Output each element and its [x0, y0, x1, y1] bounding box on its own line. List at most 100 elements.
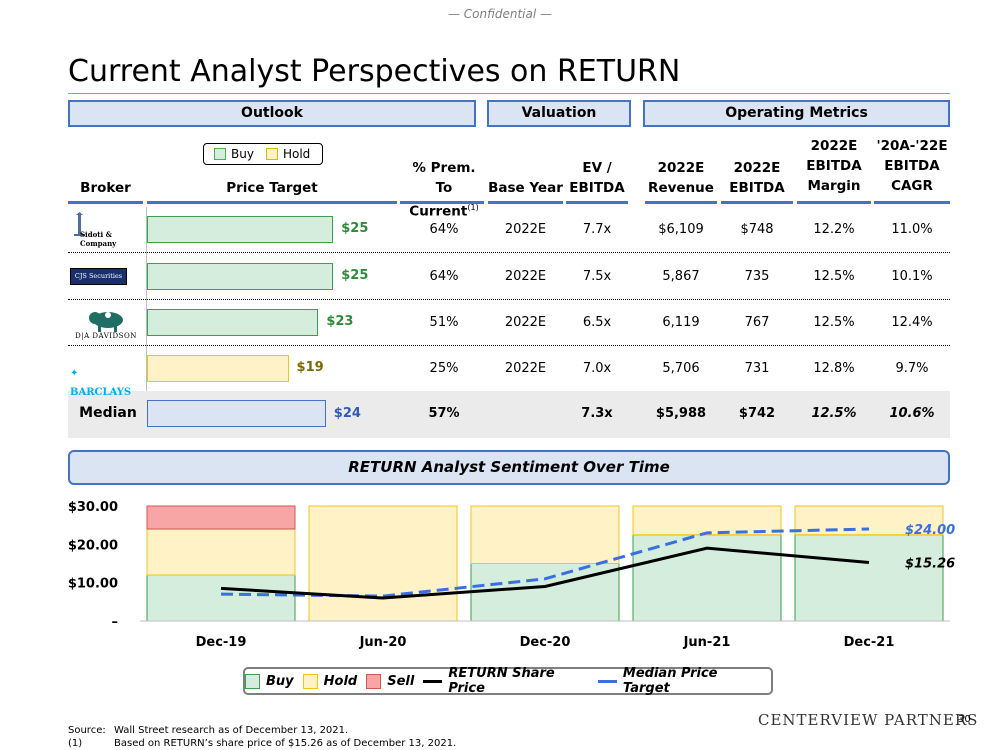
- row-divider: [68, 345, 950, 346]
- header-cagr-line3: CAGR: [891, 178, 933, 194]
- price-target-label: $23: [326, 314, 354, 329]
- legend-median-pt: Median Price Target: [597, 666, 762, 696]
- header-rule-rev: [645, 201, 717, 204]
- sidoti-logo-text: Sidoti & Company: [80, 230, 117, 248]
- share-price-line: [220, 546, 870, 600]
- buy-swatch: [214, 148, 226, 160]
- median-cell-prem: 57%: [428, 406, 460, 421]
- median-price-target-end-label: $24.00: [905, 523, 955, 538]
- cell-ebitda: 735: [744, 269, 770, 284]
- header-rule-ev: [566, 201, 628, 204]
- x-tick-label: Jun-20: [359, 635, 407, 650]
- pt-axis: [146, 207, 147, 437]
- header-ebitda: 2022E EBITDA: [721, 158, 793, 198]
- davidson-logo: D|A DAVIDSON: [70, 307, 142, 343]
- hold-bar: [470, 505, 620, 564]
- cell-cagr: 10.1%: [891, 269, 933, 284]
- cell-ev-ebitda: 7.5x: [582, 269, 612, 284]
- cell-revenue: 5,867: [662, 269, 700, 284]
- page-number: 30: [958, 714, 971, 725]
- sell-bar: [146, 505, 296, 530]
- cell-base-year: 2022E: [504, 222, 547, 237]
- legend-hold-text: Hold: [323, 673, 358, 689]
- y-tick-label: –: [112, 615, 119, 630]
- legend-median-pt-line: [597, 679, 617, 683]
- cell-revenue: $6,109: [658, 222, 704, 237]
- header-rule-margin: [797, 201, 871, 204]
- legend-buy-text: Buy: [266, 673, 294, 689]
- median-cell-ev-ebitda: 7.3x: [581, 406, 613, 421]
- legend-sell: Sell: [366, 673, 415, 689]
- legend-share-price-line: [423, 679, 443, 683]
- source-key: Source:: [68, 725, 106, 736]
- source-text: Wall Street research as of December 13, …: [114, 725, 349, 736]
- header-rule-cagr: [874, 201, 950, 204]
- cell-margin: 12.8%: [813, 361, 855, 376]
- legend-buy-swatch: [245, 673, 260, 689]
- cell-revenue: 6,119: [662, 315, 700, 330]
- sentiment-chart: – $10.00 $20.00 $30.00 Dec-19 Jun-20 Dec-20 Jun…: [68, 500, 955, 650]
- price-target-bar: [147, 263, 334, 290]
- legend-buy-label: Buy: [231, 147, 254, 161]
- hold-swatch: [265, 148, 278, 160]
- cell-margin: 12.5%: [813, 269, 855, 284]
- header-margin-line1: 2022E: [810, 138, 858, 154]
- cell-ev-ebitda: 7.0x: [582, 361, 612, 376]
- legend-share-price: RETURN Share Price: [423, 666, 589, 696]
- median-price-target-bar: [147, 400, 326, 427]
- header-prem-footnote: (1): [467, 203, 479, 212]
- confidential-label: — Confidential —: [447, 7, 553, 21]
- title-rule: [68, 93, 950, 94]
- header-ev-ebitda: EV / EBITDA: [566, 158, 628, 198]
- header-margin: 2022E EBITDA Margin: [797, 136, 871, 196]
- header-prem-text: To Current: [409, 180, 468, 220]
- price-target-label: $25: [341, 268, 369, 283]
- cell-ebitda: $748: [740, 222, 774, 237]
- x-tick-label: Dec-19: [196, 635, 247, 650]
- cell-base-year: 2022E: [504, 269, 547, 284]
- hold-bar: [146, 528, 296, 576]
- barclays-logo-text: BARCLAYS: [70, 387, 132, 398]
- source-note: Source: Wall Street research as of Decemb…: [68, 725, 348, 736]
- cell-ebitda: 767: [744, 315, 770, 330]
- x-tick-label: Dec-21: [844, 635, 895, 650]
- header-base-year: Base Year: [488, 180, 563, 196]
- median-cell-margin: 12.5%: [811, 406, 857, 421]
- legend-median-pt-text: Median Price Target: [622, 666, 718, 696]
- cell-base-year: 2022E: [504, 361, 547, 376]
- sidoti-logo: Sidoti & Company: [70, 212, 142, 248]
- cell-cagr: 11.0%: [891, 222, 933, 237]
- section-outlook: Outlook: [68, 100, 476, 127]
- cjs-logo-text: CJS Securities: [74, 272, 123, 280]
- header-ebitda-line2: EBITDA: [729, 180, 785, 196]
- header-ev-line1: EV /: [582, 160, 612, 176]
- cell-base-year: 2022E: [504, 315, 547, 330]
- header-margin-line3: Margin: [807, 178, 861, 194]
- cell-ev-ebitda: 7.7x: [582, 222, 612, 237]
- header-ev-line2: EBITDA: [569, 180, 625, 196]
- x-tick-label: Dec-20: [520, 635, 571, 650]
- legend-hold-swatch: [302, 673, 318, 689]
- median-label: Median: [79, 405, 137, 421]
- buy-bar: [470, 563, 620, 622]
- legend-hold: Hold: [302, 673, 358, 689]
- sidoti-lighthouse-icon: [74, 212, 85, 236]
- cell-prem: 64%: [429, 222, 459, 237]
- legend-sell-text: Sell: [387, 673, 415, 689]
- section-valuation: Valuation: [487, 100, 631, 127]
- header-rule-base: [488, 201, 563, 204]
- header-prem: % Prem. To Current(1): [400, 158, 488, 222]
- header-revenue: 2022E Revenue: [645, 158, 717, 198]
- price-target-bar: [147, 216, 334, 243]
- header-cagr-line2: EBITDA: [884, 158, 940, 174]
- median-cell-revenue: $5,988: [655, 406, 707, 421]
- header-broker: Broker: [80, 180, 131, 196]
- header-rule-ebitda: [721, 201, 793, 204]
- cell-ebitda: 731: [744, 361, 770, 376]
- buy-bar: [146, 574, 296, 622]
- cell-margin: 12.2%: [813, 222, 855, 237]
- header-margin-line2: EBITDA: [806, 158, 862, 174]
- cell-cagr: 12.4%: [891, 315, 933, 330]
- cell-revenue: 5,706: [662, 361, 700, 376]
- header-cagr: '20A-'22E EBITDA CAGR: [874, 136, 950, 196]
